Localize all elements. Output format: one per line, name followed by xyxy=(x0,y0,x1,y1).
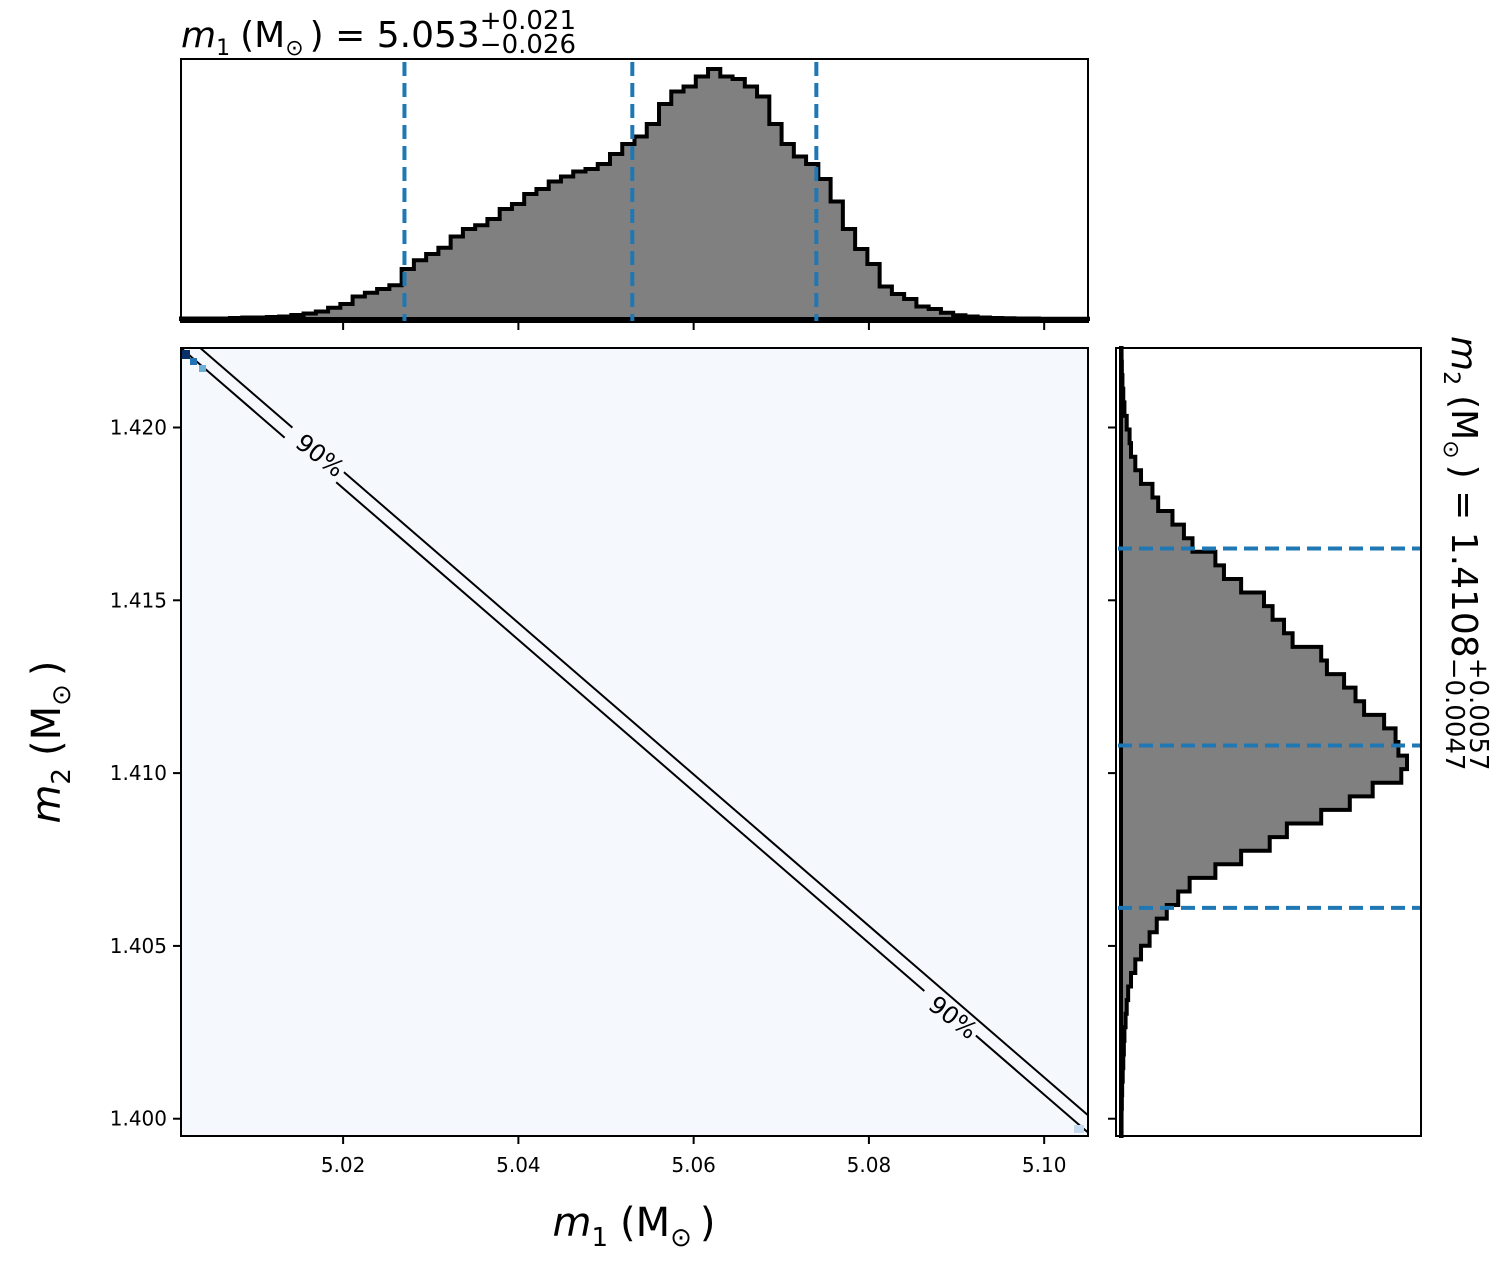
m2-quantile-lines xyxy=(1118,546,1420,910)
m2-title-minus: −0.0047 xyxy=(1439,658,1469,771)
x-tick-label: 5.06 xyxy=(671,1153,716,1177)
joint-corner-mark-tl2 xyxy=(190,358,197,365)
joint-y-ticks: 1.400 1.405 1.410 1.415 1.420 xyxy=(110,415,181,1131)
m1-hist-ticks xyxy=(342,322,1046,330)
contour-label-gap xyxy=(279,423,350,486)
x-label-symbol: m xyxy=(552,1200,591,1246)
m1-histogram xyxy=(179,67,1090,321)
m2-title-value: = 1.4108 xyxy=(1443,479,1484,658)
y-label-sub: 2 xyxy=(47,768,77,785)
m1-marginal-panel: m1 (M⊙) = 5.053+0.021 −0.026 xyxy=(179,6,1090,330)
m1-title-value: = 5.053 xyxy=(324,15,480,56)
m1-title: m1 (M⊙) = 5.053+0.021 −0.026 xyxy=(181,6,576,61)
m2-title-close: ) xyxy=(1443,465,1484,479)
x-tick-label: 5.10 xyxy=(1022,1153,1067,1177)
m1-title-symbol: m xyxy=(181,15,216,56)
y-label-close: ) xyxy=(24,660,70,676)
m2-histogram-step xyxy=(1119,346,1409,1138)
m2-histogram xyxy=(1119,346,1409,1138)
m1-title-sun: ⊙ xyxy=(285,36,303,61)
joint-contours xyxy=(180,347,1089,1134)
y-label-symbol: m xyxy=(24,785,70,824)
y-label-unit: (M xyxy=(24,706,70,756)
y-tick-label: 1.420 xyxy=(110,415,167,439)
joint-x-ticks: 5.02 5.04 5.06 5.08 5.10 xyxy=(321,1136,1067,1177)
m2-marginal-panel: m2 (M⊙) = 1.4108+0.0057−0.0047 xyxy=(1108,336,1493,1138)
m1-title-unit: (M xyxy=(240,15,285,56)
m1-quantile-lines xyxy=(402,62,819,321)
m2-title-unit: (M xyxy=(1443,395,1484,440)
x-tick-label: 5.04 xyxy=(496,1153,541,1177)
m1-title-plus: +0.021 xyxy=(480,6,576,36)
y-tick-label: 1.415 xyxy=(110,588,167,612)
x-label-unit: (M xyxy=(620,1200,670,1246)
x-tick-label: 5.02 xyxy=(321,1153,366,1177)
m1-histogram-step xyxy=(179,67,1090,321)
m1-title-minus: −0.026 xyxy=(480,30,576,60)
x-tick-label: 5.08 xyxy=(847,1153,892,1177)
contour-label-gap xyxy=(912,985,983,1048)
joint-corner-mark-br xyxy=(1074,1125,1084,1133)
m1-title-close: ) xyxy=(310,15,324,56)
x-axis-label: m1 (M⊙) xyxy=(552,1200,715,1253)
x-label-sun: ⊙ xyxy=(670,1223,692,1253)
y-axis-label: m2 (M⊙) xyxy=(24,660,77,823)
y-label-sun: ⊙ xyxy=(47,684,77,706)
m1-title-sub: 1 xyxy=(216,36,230,61)
m2-title-symbol: m xyxy=(1443,336,1484,371)
m1-hist-border xyxy=(180,58,1089,323)
m2-hist-ticks xyxy=(1108,426,1116,1120)
joint-panel: 5.02 5.04 5.06 5.08 5.10 1.400 1.405 1.410 1.41… xyxy=(24,347,1089,1253)
y-tick-label: 1.405 xyxy=(110,934,167,958)
m2-title: m2 (M⊙) = 1.4108+0.0057−0.0047 xyxy=(1438,336,1493,770)
m2-hist-border xyxy=(1115,347,1422,1137)
joint-border xyxy=(180,347,1089,1137)
y-tick-label: 1.400 xyxy=(110,1107,167,1131)
m2-title-sub: 2 xyxy=(1438,371,1463,385)
contour-line xyxy=(199,347,1089,1117)
y-tick-label: 1.410 xyxy=(110,761,167,785)
x-label-close: ) xyxy=(700,1200,716,1246)
x-label-sub: 1 xyxy=(591,1223,608,1253)
m2-title-sun: ⊙ xyxy=(1438,440,1463,458)
m2-title-plus: +0.0057 xyxy=(1463,658,1493,771)
joint-corner-mark-tl xyxy=(181,350,190,359)
joint-corner-mark-tl3 xyxy=(199,365,206,372)
